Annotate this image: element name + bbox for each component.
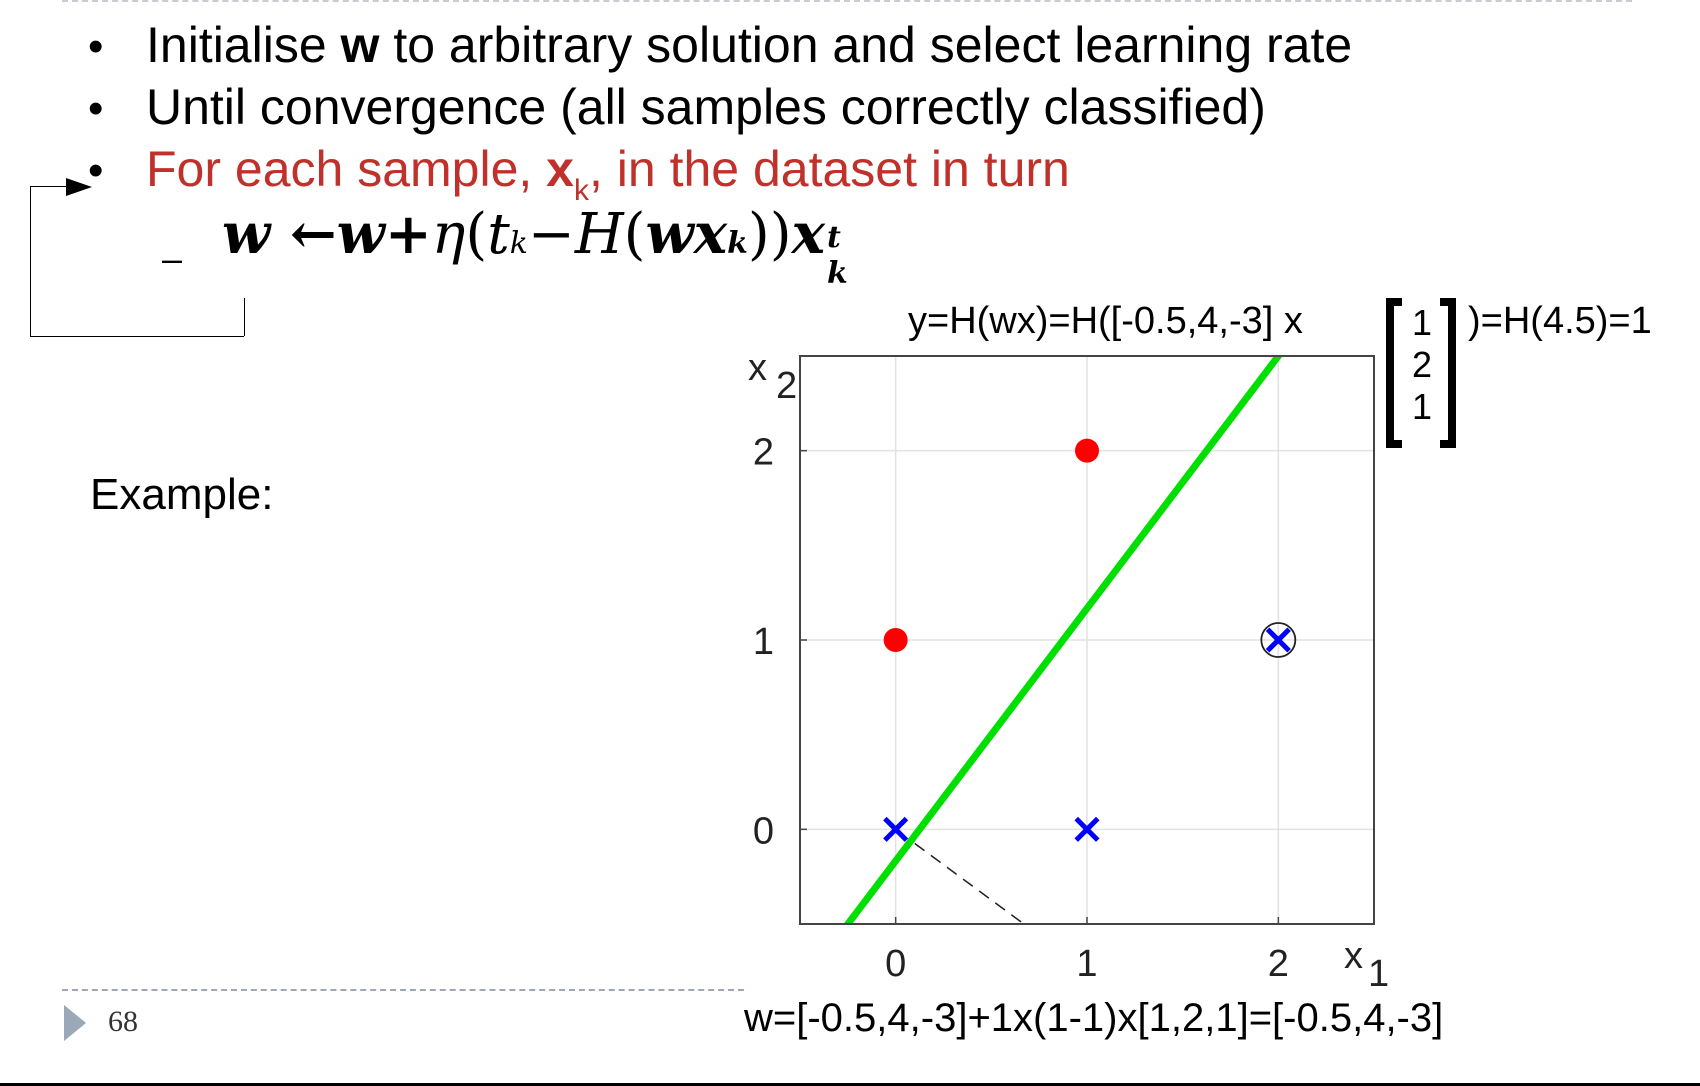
weight-normal-line	[914, 842, 1025, 924]
loop-arrow-right	[244, 298, 245, 336]
vector-entry-1: 1	[1411, 302, 1433, 343]
formula-x-sup: t	[827, 220, 841, 255]
x-tick-label-1: 1	[1076, 943, 1097, 985]
update-rule-dash: –	[162, 238, 183, 279]
bullet-for-each-sample: For each sample, xk, in the dataset in t…	[146, 141, 1070, 206]
formula-wx: wx	[645, 201, 728, 267]
loop-arrow-top	[30, 186, 66, 187]
bullet-1-text-b: to arbitrary solution and select learnin…	[379, 17, 1353, 73]
loop-arrow-bottom	[30, 336, 244, 337]
top-equation-suffix: )=H(4.5)=1	[1468, 300, 1652, 342]
y-axis-label-sub: 2	[776, 365, 797, 407]
top-equation-prefix: y=H(wx)=H([-0.5,4,-3] x	[908, 300, 1303, 342]
red-class-point-1	[1075, 438, 1099, 463]
loop-arrow-left	[30, 186, 31, 336]
bullet-dot-2: •	[88, 84, 104, 133]
formula-eta: η	[431, 202, 466, 267]
blue-class-point-2	[1265, 627, 1291, 653]
formula-t: t	[487, 202, 510, 267]
bullet-1-text-a: Initialise	[146, 17, 341, 73]
bullet-1-bold-w: w	[340, 17, 380, 73]
formula-w: w	[336, 201, 385, 267]
top-divider	[62, 0, 1632, 2]
column-vector: 1 2 1	[1410, 302, 1434, 428]
bullet-3-text-a: For each sample,	[146, 141, 547, 197]
x-axis-label: x	[1344, 935, 1363, 977]
y-tick-label-0: 0	[753, 810, 774, 852]
formula-open-paren-2: (	[623, 202, 646, 267]
footer-divider	[62, 989, 744, 991]
update-rule-formula: w ←w+η(tk−H(wxk))x t k	[222, 206, 848, 289]
plot-frame	[799, 355, 1375, 925]
weight-update-equation: w=[-0.5,4,-3]+1x(1-1)x[1,2,1]=[-0.5,4,-3…	[744, 996, 1444, 1040]
y-axis-label: x	[748, 347, 767, 389]
x-tick-label-0: 0	[885, 943, 906, 985]
example-label: Example:	[90, 470, 274, 519]
decision-boundary-line	[843, 356, 1283, 924]
formula-close-parens: ))	[747, 202, 792, 267]
x-tick-label-2: 2	[1268, 943, 1289, 985]
vector-entry-2: 2	[1411, 344, 1433, 385]
formula-arrow: ←	[289, 201, 337, 267]
bottom-border	[0, 1083, 1700, 1086]
y-tick-label-2: 2	[753, 432, 774, 474]
slide-marker-icon	[64, 1005, 86, 1041]
y-tick-label-1: 1	[753, 621, 774, 663]
formula-wx-sub: k	[727, 226, 748, 261]
formula-minus: −	[527, 202, 575, 267]
formula-H: H	[574, 202, 624, 267]
x-axis-label-sub: 1	[1368, 953, 1389, 995]
formula-x-sub: k	[827, 256, 848, 291]
formula-lhs: w	[222, 201, 271, 267]
slide-number: 68	[108, 1005, 138, 1038]
bullet-3-bold-x: x	[546, 141, 574, 197]
red-class-point-0	[883, 628, 908, 652]
current-sample-ring	[1260, 622, 1297, 658]
bullet-initialise: Initialise w to arbitrary solution and s…	[146, 20, 1352, 70]
formula-x: x	[791, 201, 826, 267]
bullet-dot-3: •	[88, 146, 104, 195]
bullet-3-sub-k: k	[573, 174, 589, 207]
formula-t-sub: k	[509, 226, 528, 261]
bullet-3-text-b: , in the dataset in turn	[588, 141, 1070, 197]
formula-open-paren: (	[465, 202, 488, 267]
bullet-dot-1: •	[88, 22, 104, 71]
blue-class-point-0	[883, 816, 909, 842]
vector-entry-3: 1	[1411, 386, 1433, 427]
blue-class-point-1	[1074, 816, 1100, 842]
bullet-convergence: Until convergence (all samples correctly…	[146, 79, 1266, 135]
formula-plus: +	[384, 201, 432, 267]
